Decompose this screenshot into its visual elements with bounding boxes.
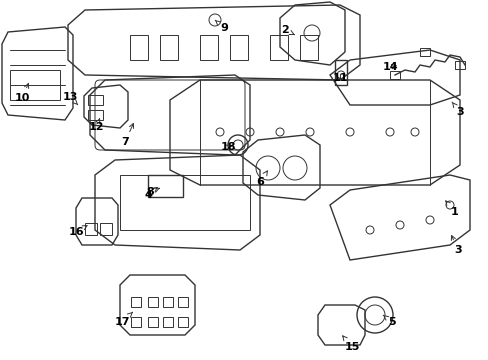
Bar xyxy=(454,61,464,69)
Text: 3: 3 xyxy=(451,102,463,117)
Text: 11: 11 xyxy=(331,73,347,83)
Bar xyxy=(163,297,173,307)
Text: 2: 2 xyxy=(281,25,294,35)
Bar xyxy=(148,175,183,197)
Text: 4: 4 xyxy=(144,187,157,200)
Bar xyxy=(148,297,158,307)
Bar xyxy=(88,110,103,120)
Bar xyxy=(229,35,247,60)
Bar xyxy=(10,70,60,100)
Text: 17: 17 xyxy=(114,312,132,327)
Text: 18: 18 xyxy=(220,142,235,152)
Text: 8: 8 xyxy=(146,187,159,197)
Text: 16: 16 xyxy=(68,225,87,237)
Text: 7: 7 xyxy=(121,123,133,147)
Text: 6: 6 xyxy=(256,171,267,187)
Text: 14: 14 xyxy=(382,62,397,72)
Bar xyxy=(160,35,178,60)
Text: 1: 1 xyxy=(445,201,458,217)
Bar xyxy=(120,175,249,230)
Bar xyxy=(178,297,187,307)
Text: 13: 13 xyxy=(62,92,78,105)
Text: 5: 5 xyxy=(383,315,395,327)
Bar xyxy=(88,95,103,105)
Text: 15: 15 xyxy=(342,336,359,352)
Bar xyxy=(200,35,218,60)
Bar xyxy=(163,317,173,327)
Bar xyxy=(269,35,287,60)
Text: 10: 10 xyxy=(14,84,30,103)
Bar xyxy=(130,35,148,60)
Bar xyxy=(131,297,141,307)
Bar xyxy=(389,71,399,79)
Bar xyxy=(85,223,97,235)
Bar xyxy=(100,223,112,235)
Text: 3: 3 xyxy=(450,235,461,255)
Bar xyxy=(148,317,158,327)
Bar xyxy=(131,317,141,327)
Bar xyxy=(178,317,187,327)
Text: 12: 12 xyxy=(88,119,103,132)
Bar xyxy=(334,60,346,85)
Text: 9: 9 xyxy=(215,20,227,33)
Bar xyxy=(419,48,429,56)
Bar xyxy=(299,35,317,60)
